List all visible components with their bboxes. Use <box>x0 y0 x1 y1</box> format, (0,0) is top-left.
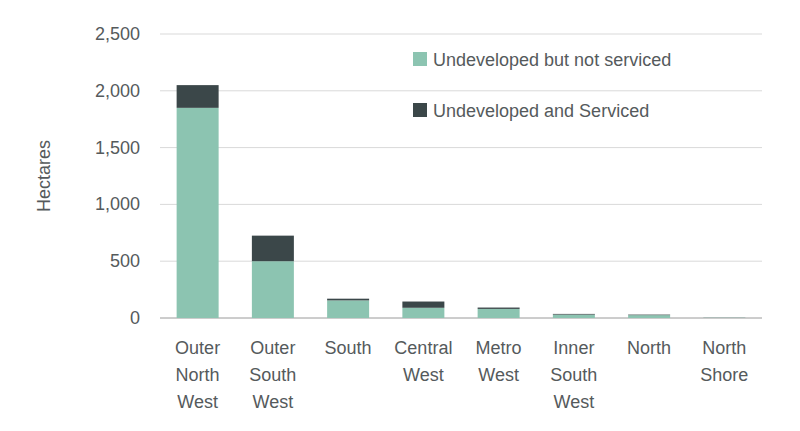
bar-segment <box>402 302 444 308</box>
x-tick-line: North <box>176 365 220 385</box>
bars <box>177 85 746 318</box>
bar-segment <box>628 315 670 318</box>
bar-segment <box>177 85 219 108</box>
x-tick-line: West <box>478 365 519 385</box>
legend-label: Undeveloped and Serviced <box>433 101 649 121</box>
bar-segment <box>553 315 595 318</box>
bar-segment <box>252 236 294 262</box>
x-tick-line: South <box>249 365 296 385</box>
x-tick-label: Central West <box>394 338 452 385</box>
y-tick-label: 0 <box>130 308 140 328</box>
y-tick-label: 1,500 <box>95 138 140 158</box>
bar-segment <box>703 317 745 318</box>
grid-line <box>160 90 762 91</box>
x-tick-label: Metro West <box>476 338 522 385</box>
grid-line <box>160 204 762 205</box>
y-tick-label: 2,000 <box>95 81 140 101</box>
x-tick-label: Inner South West <box>550 338 597 412</box>
grid-line <box>160 34 762 35</box>
x-tick-label: Outer North West <box>175 338 220 412</box>
x-tick-label: North Shore <box>700 338 748 385</box>
y-tick-label: 1,000 <box>95 194 140 214</box>
x-tick-line: Outer <box>250 338 295 358</box>
x-tick-line: West <box>177 392 218 412</box>
y-axis-title: Hectares <box>34 140 54 212</box>
y-tick-label: 500 <box>110 251 140 271</box>
bar-segment <box>478 309 520 318</box>
bar-segment <box>478 308 520 309</box>
grid-line <box>160 147 762 148</box>
bar-segment <box>327 299 369 301</box>
x-tick-line: North <box>702 338 746 358</box>
x-tick-line: South <box>550 365 597 385</box>
x-tick-line: Metro <box>476 338 522 358</box>
legend-swatch <box>413 52 427 66</box>
x-tick-line: West <box>253 392 294 412</box>
x-tick-line: North <box>627 338 671 358</box>
x-tick-label: South <box>325 338 372 358</box>
x-tick-line: West <box>554 392 595 412</box>
grid-line <box>160 318 762 319</box>
x-tick-line: South <box>325 338 372 358</box>
legend-swatch <box>413 103 427 117</box>
chart: 0 500 1,000 1,500 2,000 2,500 Hectares Outer Nor… <box>0 0 800 431</box>
x-tick-label: North <box>627 338 671 358</box>
bar-segment <box>177 108 219 318</box>
bar-segment <box>628 314 670 316</box>
x-tick-line: Outer <box>175 338 220 358</box>
x-tick-line: Shore <box>700 365 748 385</box>
bar-segment <box>553 313 595 315</box>
legend-label: Undeveloped but not serviced <box>433 50 671 70</box>
x-tick-line: West <box>403 365 444 385</box>
bar-segment <box>252 261 294 318</box>
grid-line <box>160 261 762 262</box>
x-tick-line: Inner <box>553 338 594 358</box>
x-tick-label: Outer South West <box>249 338 296 412</box>
x-tick-line: Central <box>394 338 452 358</box>
bar-segment <box>327 300 369 318</box>
bar-segment <box>703 317 745 318</box>
bar-segment <box>402 308 444 318</box>
y-tick-label: 2,500 <box>95 24 140 44</box>
